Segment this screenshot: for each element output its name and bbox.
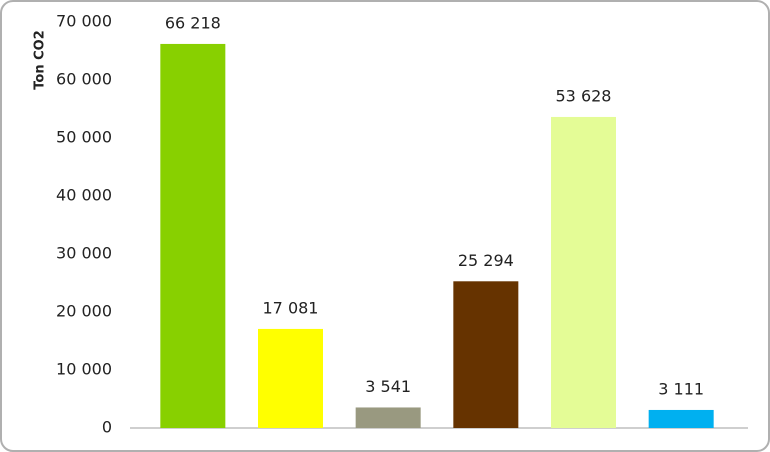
y-tick-label: 30 000 bbox=[56, 244, 112, 263]
value-label: 66 218 bbox=[165, 13, 221, 32]
value-label: 17 081 bbox=[263, 298, 319, 317]
y-tick-label: 60 000 bbox=[56, 70, 112, 89]
value-label: 3 541 bbox=[365, 377, 411, 396]
y-tick-label: 0 bbox=[102, 418, 112, 437]
y-tick-label: 50 000 bbox=[56, 128, 112, 147]
value-label: 53 628 bbox=[556, 86, 612, 105]
y-tick-label: 40 000 bbox=[56, 186, 112, 205]
y-tick-label: 70 000 bbox=[56, 12, 112, 31]
bar bbox=[258, 328, 323, 428]
bar bbox=[160, 43, 226, 428]
y-axis-label: Ton CO2 bbox=[33, 30, 48, 90]
bar bbox=[453, 281, 519, 428]
y-tick-label: 10 000 bbox=[56, 360, 112, 379]
bar bbox=[551, 116, 616, 428]
value-label: 25 294 bbox=[458, 251, 514, 270]
bar bbox=[355, 407, 421, 428]
value-label: 3 111 bbox=[658, 379, 704, 398]
y-tick-label: 20 000 bbox=[56, 302, 112, 321]
bar bbox=[648, 409, 714, 428]
